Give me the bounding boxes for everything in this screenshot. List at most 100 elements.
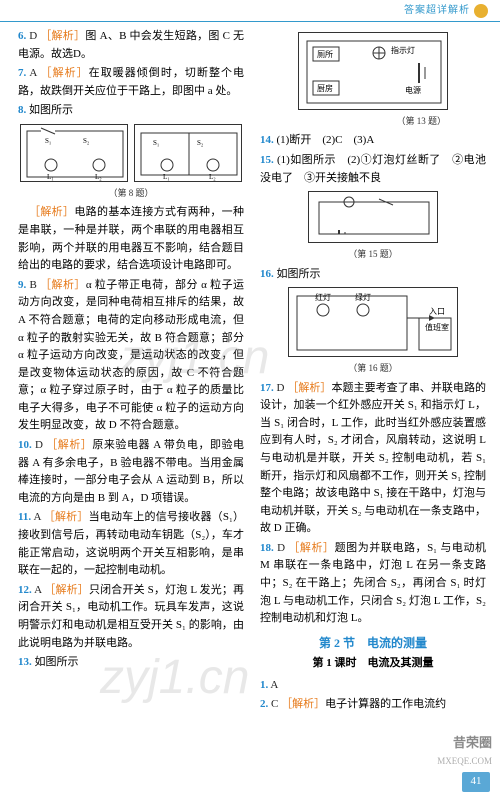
fig15 [308,191,438,243]
section2-sub: 第 1 课时 电流及其测量 [260,655,486,673]
q15: 15. (1)如图所示 (2)①灯泡灯丝断了 ②电池没电了 ③开关接触不良 [260,152,486,187]
q18-text: 题图为并联电路，S₁ 与电动机 M 串联在一条电路中，灯泡 L 在另一条支路中；… [260,542,486,624]
q7-num: 7. [18,67,26,79]
content: 6. D ［解析］图 A、B 中会发生短路，图 C 无电源。故选D。 7. A … [0,22,500,750]
fig16-green: 绿灯 [355,292,371,305]
q8-analysis: ［解析］电路的基本连接方式有两种，一种是串联，一种是并联，两个串联的用电器相互影… [18,204,244,274]
header-icon [474,4,488,18]
q8-num: 8. [18,104,26,116]
fig15-svg [309,192,439,244]
fig13-label-a: 厕所 [317,49,333,62]
fig13-label-c: 指示灯 [391,45,415,58]
q12-ans: A [34,584,41,596]
q8-text: 如图所示 [29,104,73,116]
q13-num: 13. [18,656,32,668]
q9: 9. B ［解析］α 粒子带正电荷，部分 α 粒子运动方向改变，是同种电荷相互排… [18,277,244,435]
q8a-tag: ［解析］ [29,206,74,218]
svg-text:S₁: S₁ [45,137,51,145]
q14-num: 14. [260,134,274,146]
q2b-text: 电子计算器的工作电流约 [325,698,446,710]
corner-url: MXEQE.COM [437,754,492,768]
q7-tag: ［解析］ [41,67,89,79]
q6-num: 6. [18,30,26,42]
fig16-in: 入口 [429,306,445,319]
fig13: 厕所 厨房 指示灯 电源 [298,32,448,110]
footer: 昔荣圈 MXEQE.COM 41 [0,760,500,800]
q2b-tag: ［解析］ [281,698,325,710]
q15-num: 15. [260,154,274,166]
fig13-label-b: 厨房 [317,83,333,96]
q13: 13. 如图所示 [18,654,244,672]
q18-num: 18. [260,542,274,554]
q1b-ans: A [270,679,278,691]
right-column: 厕所 厨房 指示灯 电源 （第 13 题） 14. (1)断开 (2)C (3)… [252,28,490,750]
q9-tag: ［解析］ [40,279,86,291]
q8-fig-left: S₁ S₂ L₁ L₂ [20,124,128,182]
q8: 8. 如图所示 [18,102,244,120]
q14-text: (1)断开 (2)C (3)A [277,134,375,146]
q11-ans: A [34,511,41,523]
q17-text: 本题主要考查了串、并联电路的设计，加装一个红外感应开关 S₁ 和指示灯 L，当 … [260,382,486,535]
q17-num: 17. [260,382,274,394]
svg-text:L₁: L₁ [163,173,170,181]
svg-text:S₂: S₂ [197,139,204,147]
fig16-caption: （第 16 题） [260,361,486,375]
q9-ans: B [29,279,36,291]
q10-ans: D [35,439,43,451]
q6-ans: D [29,30,37,42]
q10-tag: ［解析］ [46,439,92,451]
fig15-caption: （第 15 题） [260,247,486,261]
q1b: 1. A [260,677,486,695]
svg-text:L₁: L₁ [47,173,54,181]
q16: 16. 如图所示 [260,266,486,284]
q7: 7. A ［解析］在取暖器倾倒时，切断整个电路，故跌倒开关应位于干路上，即图中 … [18,65,244,100]
header-title: 答案超详解析 [404,3,470,19]
q8-fig-right: S₁ S₂ L₁ L₂ [134,124,242,182]
svg-text:S₂: S₂ [83,137,90,145]
circuit-svg-1: S₁ S₂ L₁ L₂ [21,125,129,183]
fig16-room: 值班室 [425,324,449,333]
q18-tag: ［解析］ [288,542,334,554]
q8-caption: （第 8 题） [18,186,244,200]
q16-text: 如图所示 [277,268,321,280]
corner-name: 昔荣圈 [437,733,492,754]
q14: 14. (1)断开 (2)C (3)A [260,132,486,150]
q2b-num: 2. [260,698,268,710]
q11-tag: ［解析］ [44,511,89,523]
page-number: 41 [462,772,490,792]
q1b-num: 1. [260,679,268,691]
left-column: 6. D ［解析］图 A、B 中会发生短路，图 C 无电源。故选D。 7. A … [14,28,252,750]
page-header: 答案超详解析 [0,0,500,22]
svg-text:L₂: L₂ [209,173,216,181]
q11-num: 11. [18,511,31,523]
q8-figures: S₁ S₂ L₁ L₂ S₁ S₂ L₁ L₂ [18,124,244,182]
fig13-label-d: 电源 [405,85,421,98]
q9-num: 9. [18,279,26,291]
fig16: 红灯 绿灯 入口 值班室 [288,287,458,357]
q10-num: 10. [18,439,32,451]
corner-logo: 昔荣圈 MXEQE.COM [437,733,492,768]
section2-title: 第 2 节 电流的测量 [260,634,486,653]
fig13-caption: （第 13 题） [260,114,486,128]
q15-text: (1)如图所示 (2)①灯泡灯丝断了 ②电池没电了 ③开关接触不良 [260,154,486,184]
q18-ans: D [277,542,285,554]
q12-tag: ［解析］ [44,584,89,596]
q17-ans: D [277,382,285,394]
q17: 17. D ［解析］本题主要考查了串、并联电路的设计，加装一个红外感应开关 S₁… [260,380,486,538]
fig13-svg [299,33,449,111]
q18: 18. D ［解析］题图为并联电路，S₁ 与电动机 M 串联在一条电路中，灯泡 … [260,540,486,628]
q2b: 2. C ［解析］电子计算器的工作电流约 [260,696,486,714]
q6: 6. D ［解析］图 A、B 中会发生短路，图 C 无电源。故选D。 [18,28,244,63]
q11: 11. A ［解析］当电动车上的信号接收器（S₁）接收到信号后，再转动电动车钥匙… [18,509,244,579]
svg-text:S₁: S₁ [153,139,159,147]
q6-tag: ［解析］ [40,30,85,42]
q2b-ans: C [271,698,278,710]
q12: 12. A ［解析］只闭合开关 S，灯泡 L 发光；再闭合开关 S₁，电动机工作… [18,582,244,652]
q12-num: 12. [18,584,32,596]
q17-tag: ［解析］ [287,382,331,394]
q9-text: α 粒子带正电荷，部分 α 粒子运动方向改变，是同种电荷相互排斥的结果，故 A … [18,279,244,432]
svg-text:L₂: L₂ [95,173,102,181]
q13-text: 如图所示 [35,656,79,668]
q16-num: 16. [260,268,274,280]
fig16-red: 红灯 [315,292,331,305]
